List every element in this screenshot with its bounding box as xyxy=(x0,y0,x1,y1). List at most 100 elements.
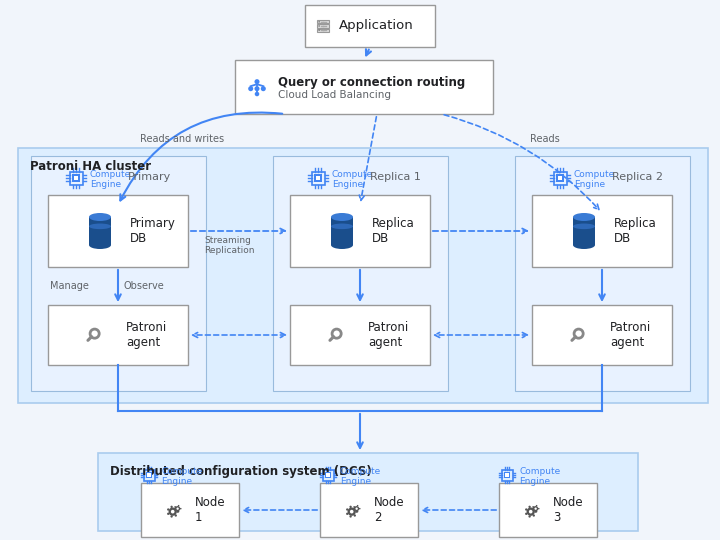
Bar xyxy=(532,305,672,365)
Circle shape xyxy=(178,505,179,507)
Text: Replica 2: Replica 2 xyxy=(612,172,663,182)
Text: Patroni HA cluster: Patroni HA cluster xyxy=(30,160,151,173)
Text: Cloud Load Balancing: Cloud Load Balancing xyxy=(278,90,391,100)
Circle shape xyxy=(354,510,355,511)
Bar xyxy=(325,472,331,478)
Bar xyxy=(320,483,418,537)
Text: Compute
Engine: Compute Engine xyxy=(90,170,131,190)
Circle shape xyxy=(171,510,174,514)
Bar xyxy=(290,305,430,365)
Circle shape xyxy=(254,79,259,84)
Circle shape xyxy=(532,506,534,508)
Ellipse shape xyxy=(331,241,353,249)
Text: Patroni
agent: Patroni agent xyxy=(368,321,409,349)
Circle shape xyxy=(526,508,535,516)
Bar xyxy=(515,156,690,391)
Text: Node
2: Node 2 xyxy=(374,496,405,524)
Text: Replica
DB: Replica DB xyxy=(614,217,657,245)
Bar xyxy=(504,472,510,478)
FancyArrowPatch shape xyxy=(120,112,282,200)
Bar xyxy=(505,474,508,477)
Circle shape xyxy=(346,512,348,515)
Text: Primary: Primary xyxy=(128,172,171,182)
Circle shape xyxy=(261,86,266,91)
Circle shape xyxy=(175,514,177,517)
Circle shape xyxy=(318,21,320,23)
Circle shape xyxy=(529,510,533,514)
Circle shape xyxy=(248,86,253,91)
Circle shape xyxy=(175,506,180,511)
Circle shape xyxy=(178,511,179,512)
Bar xyxy=(532,195,672,267)
Text: Distributed configuration system (DCS): Distributed configuration system (DCS) xyxy=(110,465,372,478)
Text: Compute
Engine: Compute Engine xyxy=(519,467,560,487)
Bar xyxy=(316,176,320,180)
Bar xyxy=(573,217,595,245)
Bar xyxy=(314,174,322,182)
Text: Compute
Engine: Compute Engine xyxy=(161,467,202,487)
Bar xyxy=(72,174,80,182)
Bar xyxy=(502,469,513,481)
Circle shape xyxy=(167,508,169,511)
Text: Observe: Observe xyxy=(123,281,163,291)
Text: Patroni
agent: Patroni agent xyxy=(610,321,652,349)
Bar xyxy=(235,60,493,114)
Bar xyxy=(499,483,597,537)
Bar xyxy=(89,217,111,245)
Circle shape xyxy=(350,510,354,514)
Bar xyxy=(556,174,564,182)
FancyArrowPatch shape xyxy=(359,117,377,200)
Circle shape xyxy=(346,508,348,511)
Circle shape xyxy=(176,510,179,513)
Bar xyxy=(317,29,329,32)
Circle shape xyxy=(533,506,539,511)
Circle shape xyxy=(348,508,356,516)
Text: Node
3: Node 3 xyxy=(553,496,584,524)
Circle shape xyxy=(538,508,539,509)
Circle shape xyxy=(536,511,537,512)
Bar xyxy=(323,469,333,481)
Ellipse shape xyxy=(573,241,595,249)
Bar xyxy=(145,472,153,478)
Circle shape xyxy=(354,514,356,517)
Circle shape xyxy=(525,512,528,515)
Text: Compute
Engine: Compute Engine xyxy=(340,467,382,487)
Circle shape xyxy=(349,515,352,518)
Circle shape xyxy=(357,511,359,512)
Bar xyxy=(272,156,448,391)
Circle shape xyxy=(318,29,320,31)
Bar xyxy=(141,483,239,537)
Circle shape xyxy=(534,510,537,513)
Circle shape xyxy=(528,515,531,518)
Circle shape xyxy=(318,25,320,27)
Ellipse shape xyxy=(89,241,111,249)
Circle shape xyxy=(175,507,177,509)
Circle shape xyxy=(528,505,531,508)
Bar xyxy=(317,21,329,23)
Bar xyxy=(148,474,150,477)
Bar xyxy=(554,172,567,185)
Circle shape xyxy=(171,515,173,518)
Bar xyxy=(326,474,330,477)
Text: Patroni
agent: Patroni agent xyxy=(126,321,167,349)
Circle shape xyxy=(168,508,177,516)
Ellipse shape xyxy=(573,224,595,229)
Bar xyxy=(74,176,78,180)
Text: Application: Application xyxy=(339,19,414,32)
Bar xyxy=(48,195,188,267)
Circle shape xyxy=(532,510,534,511)
Circle shape xyxy=(174,510,176,511)
Bar xyxy=(48,305,188,365)
Bar xyxy=(331,217,353,245)
Circle shape xyxy=(356,510,358,513)
Text: Node
1: Node 1 xyxy=(195,496,225,524)
Circle shape xyxy=(255,92,259,96)
Circle shape xyxy=(167,512,169,515)
Text: Compute
Engine: Compute Engine xyxy=(332,170,373,190)
Text: Streaming
Replication: Streaming Replication xyxy=(204,236,254,255)
Circle shape xyxy=(533,507,535,509)
Text: Primary
DB: Primary DB xyxy=(130,217,176,245)
Circle shape xyxy=(254,86,259,91)
Text: Manage: Manage xyxy=(50,281,89,291)
Bar xyxy=(70,172,83,185)
